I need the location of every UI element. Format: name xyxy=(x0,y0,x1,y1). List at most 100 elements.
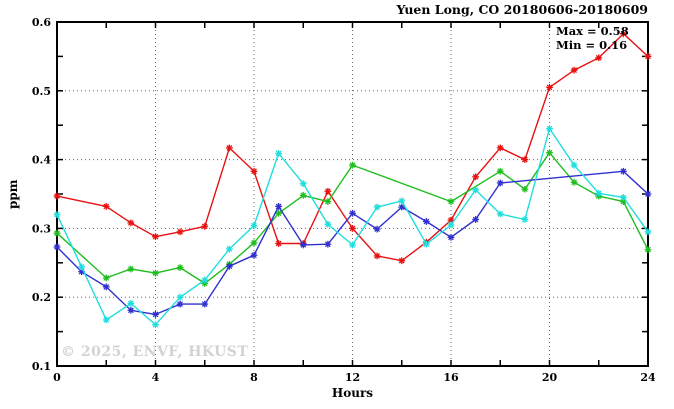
series-green-marker xyxy=(324,198,332,205)
series-red-marker xyxy=(570,66,578,74)
series-green-marker xyxy=(644,246,652,254)
series-green-marker xyxy=(102,274,110,282)
series-red-marker xyxy=(53,192,61,200)
series-blue-marker xyxy=(127,306,135,314)
series-green-marker xyxy=(349,161,356,169)
series-green-marker xyxy=(53,229,61,237)
x-tick-label: 12 xyxy=(345,371,360,384)
x-tick-label: 24 xyxy=(640,371,656,384)
x-tick-label: 4 xyxy=(152,371,160,384)
series-cyan-marker xyxy=(472,186,480,194)
series-blue-marker xyxy=(644,190,652,198)
y-tick-label: 0.5 xyxy=(32,85,51,98)
series-red-marker xyxy=(152,233,159,241)
series-green-marker xyxy=(127,265,135,273)
series-blue-marker xyxy=(299,241,307,249)
series-blue-marker xyxy=(496,179,504,187)
series-blue-marker xyxy=(324,240,332,248)
series-cyan-marker xyxy=(349,241,356,249)
series-blue-marker xyxy=(373,225,381,233)
series-green-marker xyxy=(447,198,455,205)
series-green-marker xyxy=(275,209,283,217)
series-cyan-marker xyxy=(570,161,578,169)
series-red-marker xyxy=(102,202,110,210)
series-red-marker xyxy=(644,53,652,60)
series-blue-marker xyxy=(225,262,233,270)
series-red-marker xyxy=(275,240,283,247)
series-green-marker xyxy=(176,264,184,272)
x-tick-label: 20 xyxy=(542,371,558,384)
series-cyan-marker xyxy=(619,194,627,201)
series-cyan-marker xyxy=(275,150,283,157)
series-green-marker xyxy=(250,239,258,247)
series-cyan-marker xyxy=(299,180,307,188)
series-cyan-marker xyxy=(595,189,603,197)
series-blue-marker xyxy=(201,300,209,308)
series-blue-marker xyxy=(422,218,430,225)
series-red-marker xyxy=(373,252,381,260)
min-value-label: Min = 0.16 xyxy=(556,38,628,52)
series-red-marker xyxy=(201,222,209,230)
series-red-marker xyxy=(595,54,603,62)
y-tick-label: 0.1 xyxy=(32,360,51,373)
series-cyan-marker xyxy=(225,245,233,253)
series-cyan-marker xyxy=(127,299,135,307)
series-cyan-marker xyxy=(152,321,159,329)
series-red-line xyxy=(56,33,649,262)
series-cyan-marker xyxy=(176,293,184,301)
series-cyan-marker xyxy=(373,203,381,211)
series-cyan-marker xyxy=(644,228,652,236)
series-blue-marker xyxy=(472,216,480,223)
series-red-marker xyxy=(546,83,553,91)
chart-title: Yuen Long, CO 20180606-20180609 xyxy=(396,2,648,17)
series-blue-marker xyxy=(275,202,283,210)
series-cyan-marker xyxy=(250,222,258,230)
series-green-line xyxy=(56,151,649,285)
series-red-marker xyxy=(324,187,332,195)
series-blue-marker xyxy=(398,203,406,211)
series-green-marker xyxy=(570,178,578,186)
series-cyan-marker xyxy=(422,240,430,248)
series-cyan-marker xyxy=(201,276,209,284)
series-cyan-marker xyxy=(447,221,455,229)
series-cyan-marker xyxy=(398,197,406,205)
y-tick-label: 0.3 xyxy=(32,222,51,235)
series-green-marker xyxy=(521,185,529,193)
series-blue-marker xyxy=(447,233,455,241)
watermark: © 2025, ENVF, HKUST xyxy=(61,344,249,360)
series-red-marker xyxy=(472,173,480,181)
series-blue-marker xyxy=(619,167,627,175)
series-blue-marker xyxy=(250,251,258,259)
series-red-marker xyxy=(619,30,627,38)
series-red-marker xyxy=(127,219,135,227)
max-value-label: Max = 0.58 xyxy=(556,24,629,38)
series-red-marker xyxy=(521,156,529,163)
series-green-marker xyxy=(546,149,553,157)
series-blue-marker xyxy=(349,209,356,217)
max-min-annotation: Max = 0.58 Min = 0.16 xyxy=(556,24,629,52)
series-cyan-marker xyxy=(53,211,61,219)
y-tick-label: 0.4 xyxy=(32,154,51,167)
y-tick-label: 0.6 xyxy=(32,16,51,29)
series-blue-marker xyxy=(152,311,159,318)
series-red-marker xyxy=(225,144,233,152)
x-tick-label: 0 xyxy=(53,371,61,384)
series-blue-marker xyxy=(176,300,184,308)
series-cyan-marker xyxy=(496,210,504,218)
series-red-marker xyxy=(496,144,504,152)
series-red-marker xyxy=(398,257,406,265)
series-blue-marker xyxy=(53,243,61,251)
series-cyan-marker xyxy=(521,216,529,223)
series-red-marker xyxy=(349,225,356,232)
series-cyan-marker xyxy=(546,125,553,133)
x-tick-label: 16 xyxy=(443,371,459,384)
series-cyan-marker xyxy=(102,316,110,324)
series-green-marker xyxy=(496,167,504,175)
y-axis-label: ppm xyxy=(6,179,20,209)
x-axis-label: Hours xyxy=(331,386,374,400)
series-red-marker xyxy=(176,228,184,236)
y-tick-label: 0.2 xyxy=(32,291,51,304)
series-cyan-marker xyxy=(324,220,332,228)
